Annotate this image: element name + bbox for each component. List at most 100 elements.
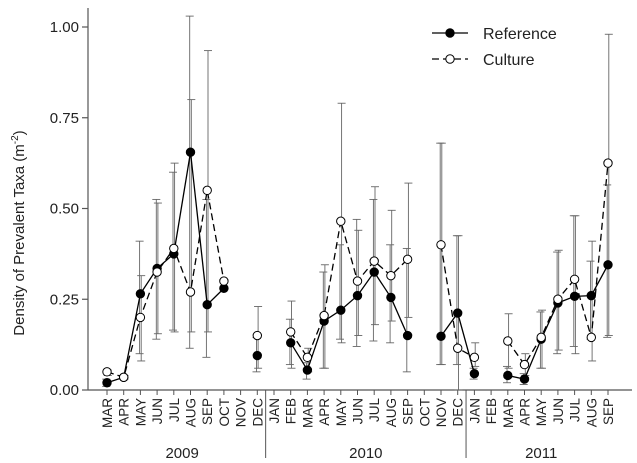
x-tick-label: OCT: [217, 398, 232, 427]
data-point-reference: [202, 299, 212, 310]
data-point-culture: [603, 158, 613, 168]
series-lines: [106, 152, 609, 384]
data-point-culture: [352, 276, 363, 286]
series-line-culture: [440, 244, 475, 358]
x-tick-label: DEC: [250, 398, 265, 427]
data-point-reference: [252, 350, 262, 361]
data-point-culture: [119, 372, 129, 382]
y-tick-label: 1.00: [50, 19, 79, 36]
legend-label: Culture: [483, 52, 535, 69]
chart-legend: Reference Culture: [432, 26, 557, 69]
y-tick-label: 0.25: [50, 291, 79, 308]
data-point-culture: [302, 352, 313, 363]
data-point-culture: [219, 276, 229, 286]
y-tick-label: 0.00: [50, 382, 79, 399]
y-tick-label: 0.50: [50, 201, 79, 218]
data-point-culture: [519, 359, 530, 370]
x-tick-label: JUL: [167, 398, 182, 422]
data-point-reference: [453, 308, 463, 318]
x-tick-label: JUN: [150, 398, 165, 424]
x-tick-label: SEP: [401, 398, 416, 425]
data-point-reference: [469, 368, 480, 379]
x-tick-label: JUL: [367, 398, 382, 422]
x-tick-label: MAR: [501, 398, 516, 428]
data-point-reference: [336, 305, 346, 315]
data-point-culture: [152, 267, 162, 277]
year-label: 2010: [349, 445, 382, 462]
data-point-culture: [185, 287, 196, 297]
data-point-reference: [286, 338, 296, 348]
x-tick-label: APR: [117, 398, 132, 426]
series-points: [102, 147, 613, 388]
data-point-reference: [185, 147, 196, 157]
x-tick-label: FEB: [484, 398, 499, 424]
data-point-culture: [569, 274, 580, 284]
x-tick-label: AUG: [384, 398, 399, 427]
year-label: 2009: [165, 445, 198, 462]
data-point-reference: [586, 290, 596, 301]
data-point-reference: [603, 260, 613, 270]
data-point-culture: [286, 327, 296, 337]
x-tick-labels: MAR APR MAY JUN JUL AUG SEP OCT NOV DEC JAN FEB MAR A…: [100, 398, 616, 428]
x-tick-label: APR: [518, 398, 533, 426]
data-point-culture: [102, 367, 112, 377]
data-point-culture: [252, 330, 262, 341]
data-point-culture: [402, 254, 413, 265]
x-tick-label: MAR: [100, 398, 115, 428]
data-point-culture: [503, 336, 513, 346]
x-tick-label: AUG: [584, 398, 599, 427]
x-tick-label: MAY: [334, 398, 349, 426]
series-line-culture: [106, 190, 225, 379]
x-tick-label: SEP: [200, 398, 215, 425]
data-point-reference: [135, 289, 146, 299]
data-point-reference: [386, 292, 396, 303]
x-tick-label: AUG: [184, 398, 199, 427]
x-tick-label: JUN: [551, 398, 566, 424]
data-point-culture: [169, 243, 179, 254]
series-line-reference: [290, 270, 409, 372]
year-label: 2011: [525, 445, 557, 462]
data-point-culture: [135, 312, 146, 323]
x-tick-label: JAN: [467, 398, 482, 424]
x-tick-label: OCT: [417, 398, 432, 427]
legend-label: Reference: [483, 26, 557, 43]
data-point-culture: [319, 310, 329, 321]
x-tick-label: NOV: [434, 398, 449, 427]
y-tick-label: 0.75: [50, 110, 79, 127]
data-point-culture: [586, 332, 596, 343]
x-tick-label: MAR: [300, 398, 315, 428]
data-point-culture: [436, 240, 446, 250]
y-axis-label: Density of Prevalent Taxa (m-2): [10, 130, 28, 335]
data-point-reference: [102, 378, 112, 388]
data-point-reference: [352, 290, 363, 301]
data-point-reference: [519, 374, 530, 384]
legend-marker: [445, 28, 455, 38]
data-point-reference: [436, 331, 446, 341]
x-tick-label: MAY: [534, 398, 549, 426]
x-tick-label: FEB: [284, 398, 299, 424]
x-tick-label: APR: [317, 398, 332, 426]
series-line-reference: [106, 152, 225, 384]
data-point-culture: [202, 185, 212, 196]
x-tick-label: MAY: [133, 398, 148, 426]
data-point-culture: [369, 256, 379, 266]
legend-marker: [445, 54, 455, 64]
data-point-culture: [553, 294, 563, 304]
data-point-culture: [536, 332, 546, 343]
x-tick-label: JAN: [267, 398, 282, 424]
x-tick-label: JUN: [351, 398, 366, 424]
x-tick-label: JUL: [568, 398, 583, 422]
data-point-culture: [386, 270, 396, 281]
x-tick-label: NOV: [234, 398, 249, 427]
chart-axes: 0.00 0.25 0.50 0.75 1.00: [50, 8, 632, 399]
data-point-reference: [302, 365, 313, 375]
data-point-culture: [336, 216, 346, 226]
x-tick-label: DEC: [451, 398, 466, 427]
data-point-reference: [369, 267, 379, 277]
data-point-culture: [453, 343, 463, 353]
data-point-culture: [469, 352, 480, 363]
data-point-reference: [569, 291, 580, 302]
x-tick-label: SEP: [601, 398, 616, 425]
year-group-labels: 2009 2010 2011: [165, 390, 557, 462]
